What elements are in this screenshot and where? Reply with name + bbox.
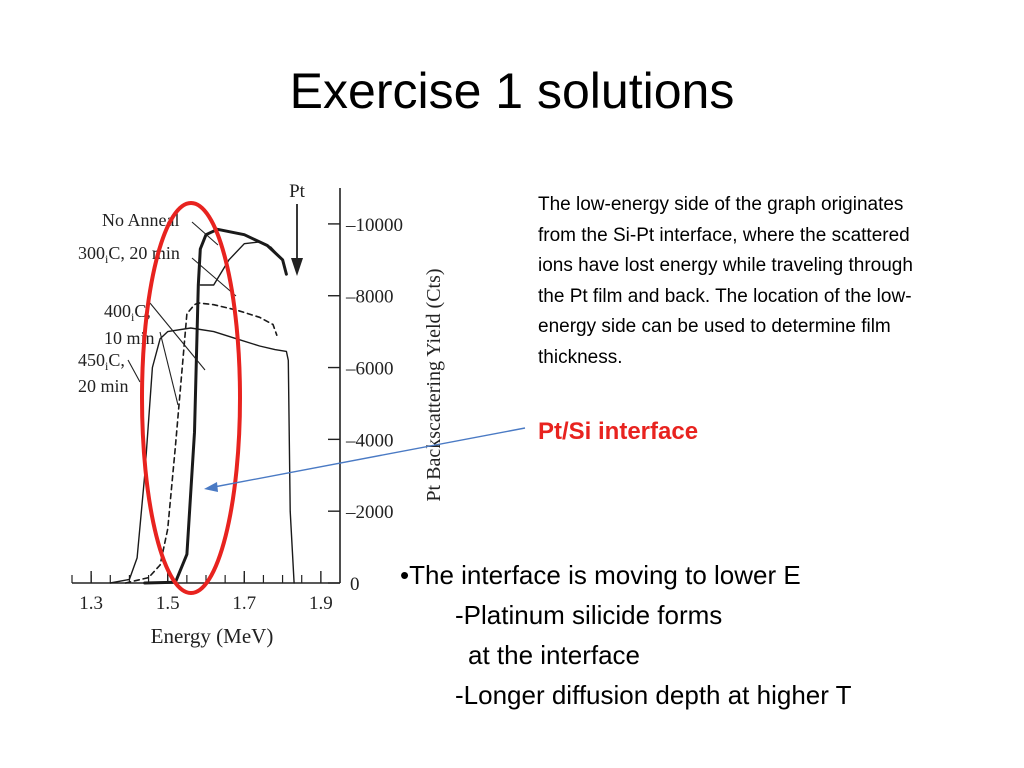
y-tick-label: 0 <box>350 574 360 595</box>
x-tick-label: 1.3 <box>79 593 103 614</box>
series-line-3 <box>109 327 295 584</box>
pt-arrow <box>291 204 303 276</box>
annotation-leader-lines <box>127 221 237 406</box>
y-axis-label: Pt Backscattering Yield (Cts) <box>423 268 445 501</box>
interface-highlight-ellipse <box>140 201 242 595</box>
x-tick-label: 1.5 <box>156 593 180 614</box>
interface-pointer-arrow <box>204 427 526 492</box>
series-layer <box>109 227 295 585</box>
series-line-0 <box>143 227 288 585</box>
bullet-list: •The interface is moving to lower E -Pla… <box>400 555 1010 715</box>
y-tick-label: –6000 <box>345 359 394 380</box>
x-tick-label: 1.7 <box>232 593 256 614</box>
bullet-main: •The interface is moving to lower E <box>400 560 801 590</box>
y-ticks: 0 –2000 –4000 –6000 –8000 –10000 <box>328 215 403 595</box>
annotation-300c: 300iC, 20 min <box>78 243 180 266</box>
annotation-400c-time: 10 min <box>104 328 155 348</box>
series-line-1 <box>199 241 288 286</box>
description-text: The low-energy side of the graph origina… <box>538 194 913 368</box>
annotation-400c: 400iC, <box>104 301 151 324</box>
annotation-450c-time: 20 min <box>78 376 129 396</box>
y-tick-label: –8000 <box>345 287 394 308</box>
x-tick-label: 1.9 <box>309 593 333 614</box>
x-ticks: 1.3 1.5 1.7 1.9 <box>79 571 333 614</box>
y-tick-label: –10000 <box>345 215 403 236</box>
bullet-sub-1: -Platinum silicide forms <box>455 600 723 630</box>
series-line-2 <box>124 302 278 584</box>
bullet-sub-2: -Longer diffusion depth at higher T <box>455 680 852 710</box>
y-tick-label: –2000 <box>345 502 394 523</box>
x-minor-ticks <box>71 575 303 583</box>
annotation-450c: 450iC, <box>78 350 125 373</box>
x-axis-label: Energy (MeV) <box>151 624 274 648</box>
pt-marker-label: Pt <box>289 181 306 202</box>
slide-title: Exercise 1 solutions <box>289 63 735 119</box>
pt-si-interface-label: Pt/Si interface <box>538 418 699 445</box>
bullet-sub-1-continued: at the interface <box>468 640 640 670</box>
annotation-no-anneal: No Anneal <box>102 210 179 230</box>
y-tick-label: –4000 <box>345 430 394 451</box>
